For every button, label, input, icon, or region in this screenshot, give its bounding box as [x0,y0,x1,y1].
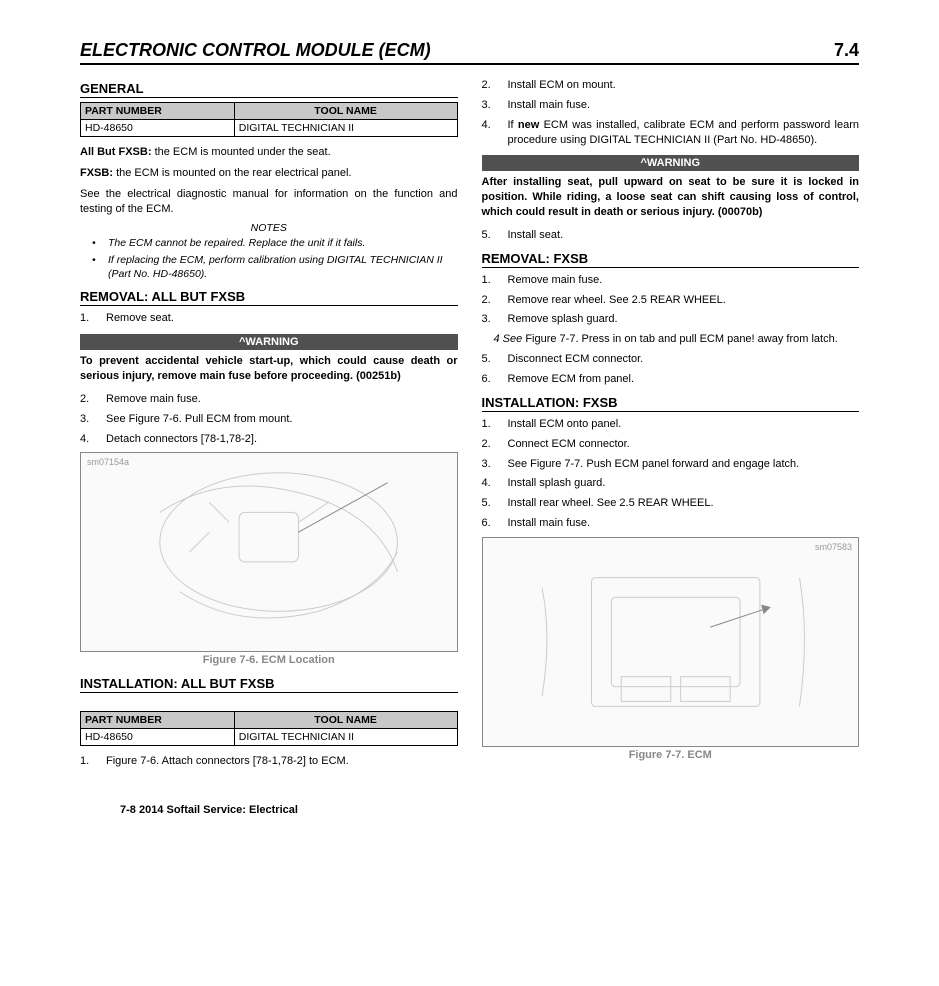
parts-table-1: PART NUMBER TOOL NAME HD-48650 DIGITAL T… [80,102,458,137]
page-section-number: 7.4 [834,40,859,61]
if-step-5: Install rear wheel. See 2.5 REAR WHEEL. [482,496,860,511]
removal-step-3: See Figure 7-6. Pull ECM from mount. [80,412,458,427]
if-step-2: Connect ECM connector. [482,437,860,452]
figure-7-6: sm07154a [80,452,458,652]
removal-fxsb-heading: REMOVAL: FXSB [482,251,860,268]
warning-bar-1: ^WARNING [80,334,458,350]
parts2-row1-toolname: DIGITAL TECHNICIAN II [234,729,457,746]
install-list-1: Figure 7-6. Attach connectors [78-1,78-2… [80,754,458,769]
page-footer: 7-8 2014 Softail Service: Electrical [80,804,859,816]
rf-step-2: Remove rear wheel. See 2.5 REAR WHEEL. [482,293,860,308]
warning-bar-2: ^WARNING [482,155,860,171]
general-heading: GENERAL [80,81,458,98]
parts-table-2: PART NUMBER TOOL NAME HD-48650 DIGITAL T… [80,711,458,746]
warning-text-2: After installing seat, pull upward on se… [482,175,860,220]
install-step-1: Figure 7-6. Attach connectors [78-1,78-2… [80,754,458,769]
fxsb-text: the ECM is mounted on the rear electrica… [116,167,351,179]
warning-text-1: To prevent accidental vehicle start-up, … [80,354,458,384]
note-2: If replacing the ECM, perform calibratio… [88,254,458,281]
install-allbutfxsb-heading: INSTALLATION: ALL BUT FXSB [80,676,458,693]
fxsb-label: FXSB: [80,167,116,179]
parts-col-toolname: TOOL NAME [234,103,457,120]
figure-7-6-label: sm07154a [87,457,129,467]
notes-list: The ECM cannot be repaired. Replace the … [80,237,458,281]
right-step-5: Install seat. [482,228,860,243]
content-columns: GENERAL PART NUMBER TOOL NAME HD-48650 D… [80,73,859,774]
parts2-row1-partnumber: HD-48650 [81,729,235,746]
figure-7-7-caption: Figure 7-7. ECM [482,749,860,761]
right-step-2: Install ECM on mount. [482,78,860,93]
removal-list-1: Remove seat. [80,311,458,326]
install-fxsb-heading: INSTALLATION: FXSB [482,395,860,412]
para-fxsb: FXSB: the ECM is mounted on the rear ele… [80,166,458,181]
removal-list-2: Remove main fuse. See Figure 7-6. Pull E… [80,392,458,447]
right-top-list-2: Install seat. [482,228,860,243]
rf-step4-text: Figure 7-7. Press in on tab and pull ECM… [525,333,837,345]
right-top-list: Install ECM on mount. Install main fuse.… [482,78,860,147]
parts-row1-toolname: DIGITAL TECHNICIAN II [234,120,457,137]
figure-7-7-label: sm07583 [815,542,852,552]
if-step-4: Install splash guard. [482,476,860,491]
right-step4-a: If [508,119,518,131]
left-column: GENERAL PART NUMBER TOOL NAME HD-48650 D… [80,73,458,774]
parts2-col-toolname: TOOL NAME [234,712,457,729]
page-title: ELECTRONIC CONTROL MODULE (ECM) [80,40,431,61]
removal-allbutfxsb-heading: REMOVAL: ALL BUT FXSB [80,289,458,306]
rf-step4-prefix: 4 See [494,333,526,345]
figure-7-7-svg [483,538,859,746]
rf-step-4: 4 See Figure 7-7. Press in on tab and pu… [482,332,860,347]
removal-fxsb-list-2: Disconnect ECM connector. Remove ECM fro… [482,352,860,387]
figure-7-6-caption: Figure 7-6. ECM Location [80,654,458,666]
allbutfxsb-text: the ECM is mounted under the seat. [155,146,331,158]
rf-step-5: Disconnect ECM connector. [482,352,860,367]
note-1: The ECM cannot be repaired. Replace the … [88,237,458,251]
if-step-1: Install ECM onto panel. [482,417,860,432]
install-fxsb-list: Install ECM onto panel. Connect ECM conn… [482,417,860,531]
para-allbutfxsb: All But FXSB: the ECM is mounted under t… [80,145,458,160]
right-step-3: Install main fuse. [482,98,860,113]
if-step-3: See Figure 7-7. Push ECM panel forward a… [482,457,860,472]
removal-fxsb-list: Remove main fuse. Remove rear wheel. See… [482,273,860,328]
right-step4-b: new [518,119,539,131]
removal-step-1: Remove seat. [80,311,458,326]
rf-step-6: Remove ECM from panel. [482,372,860,387]
rf-step-3: Remove splash guard. [482,312,860,327]
para-diagnostic: See the electrical diagnostic manual for… [80,187,458,217]
right-column: Install ECM on mount. Install main fuse.… [482,73,860,774]
rf-step-1: Remove main fuse. [482,273,860,288]
right-step4-c: ECM was installed, calibrate ECM and per… [508,119,860,146]
removal-step-2: Remove main fuse. [80,392,458,407]
parts-col-partnumber: PART NUMBER [81,103,235,120]
figure-7-7: sm07583 [482,537,860,747]
if-step-6: Install main fuse. [482,516,860,531]
allbutfxsb-label: All But FXSB: [80,146,155,158]
right-step-4: If new ECM was installed, calibrate ECM … [482,118,860,148]
parts2-col-partnumber: PART NUMBER [81,712,235,729]
page-header: ELECTRONIC CONTROL MODULE (ECM) 7.4 [80,40,859,65]
figure-7-6-svg [81,453,457,651]
removal-step-4: Detach connectors [78-1,78-2]. [80,432,458,447]
notes-label: NOTES [80,222,458,234]
parts-row1-partnumber: HD-48650 [81,120,235,137]
